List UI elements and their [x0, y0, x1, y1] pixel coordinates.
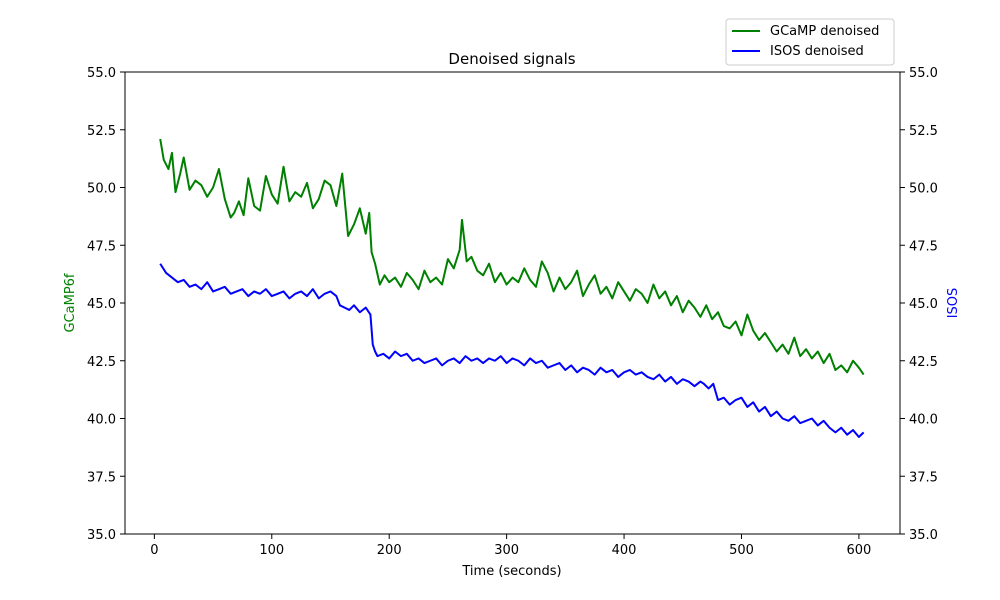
legend-label-gcamp: GCaMP denoised — [770, 24, 879, 39]
y-left-tick-label: 40.0 — [87, 413, 116, 428]
y-left-tick-label: 55.0 — [87, 66, 116, 81]
x-axis: 0 100 200 300 400 500 600 — [150, 534, 871, 558]
y-left-tick-label: 45.0 — [87, 297, 116, 312]
y-right-tick-label: 42.5 — [909, 355, 938, 370]
x-tick-label: 200 — [377, 543, 402, 558]
x-tick-label: 400 — [612, 543, 637, 558]
y-right-tick-label: 52.5 — [909, 124, 938, 139]
series-line-gcamp — [159, 138, 865, 376]
y-right-tick-label: 37.5 — [909, 470, 938, 485]
y-right-tick-label: 55.0 — [909, 66, 938, 81]
y-left-tick-label: 37.5 — [87, 470, 116, 485]
y-left-tick-label: 42.5 — [87, 355, 116, 370]
legend-label-isos: ISOS denoised — [770, 44, 864, 59]
y-left-tick-label: 35.0 — [87, 528, 116, 543]
y-right-tick-label: 40.0 — [909, 413, 938, 428]
legend: GCaMP denoised ISOS denoised — [725, 18, 895, 66]
series-line-isos — [159, 263, 865, 438]
x-axis-title: Time (seconds) — [461, 564, 561, 579]
x-tick-label: 100 — [259, 543, 284, 558]
y-axis-right-title: ISOS — [946, 288, 961, 319]
y-axis-left: 35.0 37.5 40.0 42.5 45.0 47.5 50.0 52.5 55.0 — [87, 66, 125, 543]
y-right-tick-label: 45.0 — [909, 297, 938, 312]
legend-box — [725, 18, 895, 66]
y-axis-right: 35.0 37.5 40.0 42.5 45.0 47.5 50.0 52.5 55.0 — [900, 66, 938, 543]
y-right-tick-label: 35.0 — [909, 528, 938, 543]
x-tick-label: 600 — [846, 543, 871, 558]
x-tick-label: 500 — [729, 543, 754, 558]
x-tick-label: 0 — [150, 543, 158, 558]
y-left-tick-label: 47.5 — [87, 239, 116, 254]
y-right-tick-label: 50.0 — [909, 182, 938, 197]
y-left-tick-label: 52.5 — [87, 124, 116, 139]
series-layer — [159, 138, 865, 438]
x-tick-label: 300 — [494, 543, 519, 558]
y-axis-left-title: GCaMP6f — [63, 273, 78, 332]
plot-frame — [124, 71, 901, 535]
y-left-tick-label: 50.0 — [87, 182, 116, 197]
chart-title: Denoised signals — [448, 50, 575, 68]
y-right-tick-label: 47.5 — [909, 239, 938, 254]
